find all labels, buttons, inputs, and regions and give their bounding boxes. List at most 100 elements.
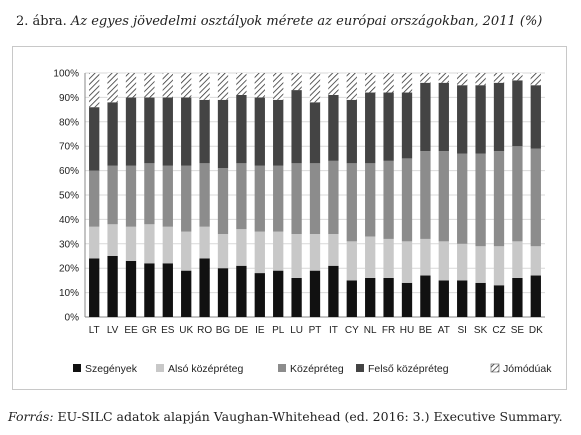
bar-segment bbox=[89, 107, 100, 171]
bar-segment bbox=[457, 85, 468, 154]
bar-segment bbox=[107, 165, 118, 225]
bar-segment bbox=[346, 163, 357, 242]
bar-segment bbox=[438, 241, 449, 281]
bar-segment bbox=[383, 238, 394, 278]
bar-segment bbox=[273, 270, 284, 317]
legend-swatch bbox=[73, 364, 81, 372]
chart-frame: 0% 10% 20% 30% 40% 50% 60% 70% 80% 90% 100% LT LV EE… bbox=[12, 46, 567, 390]
bar-segment bbox=[512, 277, 523, 317]
x-tick-label: RO bbox=[197, 325, 212, 336]
source-note: Forrás: EU-SILC adatok alapján Vaughan-W… bbox=[8, 409, 578, 424]
bar-segment bbox=[107, 102, 118, 166]
bar-segment bbox=[107, 73, 118, 103]
bar-segment bbox=[383, 160, 394, 239]
x-tick-label: IE bbox=[255, 325, 265, 336]
x-tick-label: BE bbox=[419, 325, 433, 336]
bar-segment bbox=[217, 73, 229, 100]
bar-segment bbox=[493, 73, 505, 83]
bar-segment bbox=[457, 243, 468, 281]
bar-segment bbox=[199, 258, 210, 317]
bar-segment bbox=[125, 73, 137, 98]
bar-segment bbox=[125, 165, 137, 227]
x-tick-label: FR bbox=[382, 325, 395, 336]
x-tick-label: SE bbox=[511, 325, 525, 336]
bar-segment bbox=[365, 73, 376, 93]
legend-swatch bbox=[490, 363, 500, 373]
x-tick-label: EE bbox=[124, 325, 138, 336]
bar-segment bbox=[493, 246, 505, 286]
stacked-bar-chart: 0% 10% 20% 30% 40% 50% 60% 70% 80% 90% 100% LT LV EE… bbox=[53, 69, 552, 376]
y-tick-label: 90% bbox=[59, 93, 79, 104]
x-tick-label: BG bbox=[216, 325, 231, 336]
bar-segment bbox=[236, 94, 247, 164]
bar-segment bbox=[328, 160, 339, 235]
bar-segment bbox=[309, 163, 321, 235]
bar-segment bbox=[530, 73, 541, 86]
bar-segment bbox=[144, 224, 155, 264]
bar-segment bbox=[89, 73, 100, 108]
bar-segment bbox=[89, 258, 100, 317]
bar-segment bbox=[475, 246, 486, 283]
x-tick-label: SK bbox=[474, 325, 488, 336]
bar-segment bbox=[254, 73, 265, 98]
bar-segment bbox=[217, 99, 229, 169]
x-tick-label: LT bbox=[89, 325, 100, 336]
bar-segment bbox=[475, 282, 486, 317]
figure-caption: 2. ábra. Az egyes jövedelmi osztályok mé… bbox=[16, 14, 576, 29]
bar-segment bbox=[217, 168, 229, 235]
bar-segment bbox=[493, 82, 505, 152]
bar-segment bbox=[512, 80, 523, 147]
legend-item: Középréteg bbox=[278, 363, 344, 375]
bar-segment bbox=[457, 73, 468, 86]
bar-segment bbox=[236, 163, 247, 230]
bar-segment bbox=[125, 226, 137, 261]
bar-segment bbox=[107, 256, 118, 317]
bar-segment bbox=[217, 234, 229, 269]
bar-segment bbox=[401, 158, 413, 242]
x-tick-label: PL bbox=[272, 325, 285, 336]
y-tick-label: 40% bbox=[59, 215, 79, 226]
bar-segment bbox=[438, 82, 449, 152]
bar-segment bbox=[383, 73, 394, 93]
y-tick-label: 70% bbox=[59, 142, 79, 153]
bars bbox=[89, 73, 541, 317]
y-tick-label: 0% bbox=[65, 313, 80, 324]
bar-segment bbox=[401, 92, 413, 159]
bar-segment bbox=[475, 85, 486, 154]
bar-segment bbox=[254, 97, 265, 166]
bar-segment bbox=[162, 165, 173, 227]
bar-segment bbox=[438, 151, 449, 242]
bar-segment bbox=[254, 273, 265, 317]
x-tick-label: HU bbox=[400, 325, 414, 336]
bar-segment bbox=[365, 236, 376, 278]
bar-segment bbox=[401, 282, 413, 317]
bar-segment bbox=[530, 275, 541, 317]
bar-segment bbox=[475, 73, 486, 86]
bar-segment bbox=[89, 170, 100, 227]
bar-segment bbox=[273, 73, 284, 100]
bar-segment bbox=[457, 153, 468, 244]
bar-segment bbox=[236, 265, 247, 317]
bar-segment bbox=[328, 234, 339, 266]
bar-segment bbox=[346, 280, 357, 317]
bar-segment bbox=[125, 260, 137, 317]
bar-segment bbox=[383, 277, 394, 317]
x-tick-label: CY bbox=[345, 325, 359, 336]
bar-segment bbox=[144, 73, 155, 98]
bar-segment bbox=[512, 241, 523, 278]
source-label: Forrás: bbox=[8, 409, 54, 424]
y-tick-label: 20% bbox=[59, 264, 79, 275]
bar-segment bbox=[530, 148, 541, 247]
y-tick-label: 50% bbox=[59, 191, 79, 202]
bar-segment bbox=[365, 163, 376, 237]
bar-segment bbox=[181, 231, 192, 271]
x-tick-label: SI bbox=[457, 325, 466, 336]
bar-segment bbox=[530, 246, 541, 276]
bar-segment bbox=[107, 224, 118, 256]
legend: Szegények Alsó középréteg Középréteg Felső … bbox=[73, 363, 552, 375]
x-axis-ticks: LT LV EE GR ES UK RO BG DE IE PL LU PT IT CY NL FR HU BE AT… bbox=[89, 325, 543, 336]
bar-segment bbox=[420, 73, 431, 83]
bar-segment bbox=[420, 238, 431, 276]
bar-segment bbox=[254, 231, 265, 274]
bar-segment bbox=[162, 226, 173, 264]
